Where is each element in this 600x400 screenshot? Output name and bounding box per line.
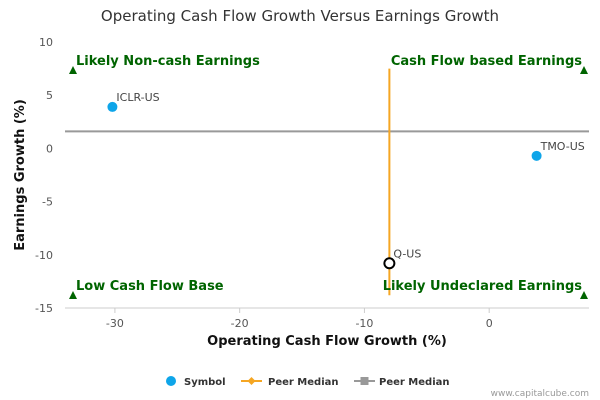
source-credit: www.capitalcube.com bbox=[491, 389, 589, 399]
chart-title: Operating Cash Flow Growth Versus Earnin… bbox=[101, 7, 499, 25]
quadrant-marker-icon bbox=[580, 66, 588, 74]
legend-label: Peer Median bbox=[379, 377, 450, 388]
data-point-label: ICLR-US bbox=[116, 91, 159, 104]
y-tick-label: 5 bbox=[46, 89, 53, 102]
legend-label: Peer Median bbox=[268, 377, 339, 388]
y-tick-label: 10 bbox=[39, 36, 53, 49]
y-tick-label: 0 bbox=[46, 142, 53, 155]
x-tick-label: -30 bbox=[106, 317, 124, 330]
plot-area bbox=[65, 42, 589, 308]
quadrant-marker-icon bbox=[580, 291, 588, 299]
quadrant-marker-icon bbox=[69, 66, 77, 74]
data-point bbox=[107, 101, 118, 112]
legend-square-icon bbox=[360, 377, 369, 385]
y-tick-label: -5 bbox=[42, 196, 53, 209]
legend-label: Symbol bbox=[184, 377, 226, 388]
data-points: ICLR-US TMO-US Q-US bbox=[107, 91, 585, 270]
x-axis-title: Operating Cash Flow Growth (%) bbox=[207, 334, 447, 349]
quadrant-label: Low Cash Flow Base bbox=[76, 279, 224, 294]
y-tick-label: -10 bbox=[35, 249, 53, 262]
legend-symbol-icon bbox=[166, 376, 176, 386]
quadrant-labels: Likely Non-cash Earnings Cash Flow based … bbox=[69, 54, 588, 299]
data-point-label: TMO-US bbox=[540, 140, 585, 153]
legend-diamond-icon bbox=[247, 377, 256, 385]
quadrant-label: Cash Flow based Earnings bbox=[391, 54, 582, 69]
y-ticks: 10 5 0 -5 -10 -15 bbox=[35, 36, 53, 315]
quadrant-label: Likely Non-cash Earnings bbox=[76, 54, 260, 69]
data-point bbox=[531, 150, 542, 161]
legend[interactable]: Symbol Peer Median Peer Median bbox=[166, 376, 450, 388]
quadrant-label: Likely Undeclared Earnings bbox=[383, 279, 583, 294]
data-point-label: Q-US bbox=[393, 247, 421, 260]
y-axis-title: Earnings Growth (%) bbox=[13, 99, 28, 251]
x-tick-label: 0 bbox=[486, 317, 493, 330]
x-tick-label: -10 bbox=[355, 317, 373, 330]
quadrant-marker-icon bbox=[69, 291, 77, 299]
data-point bbox=[383, 257, 396, 270]
y-tick-label: -15 bbox=[35, 302, 53, 315]
x-ticks: -30 -20 -10 0 bbox=[106, 308, 493, 330]
x-tick-label: -20 bbox=[231, 317, 249, 330]
